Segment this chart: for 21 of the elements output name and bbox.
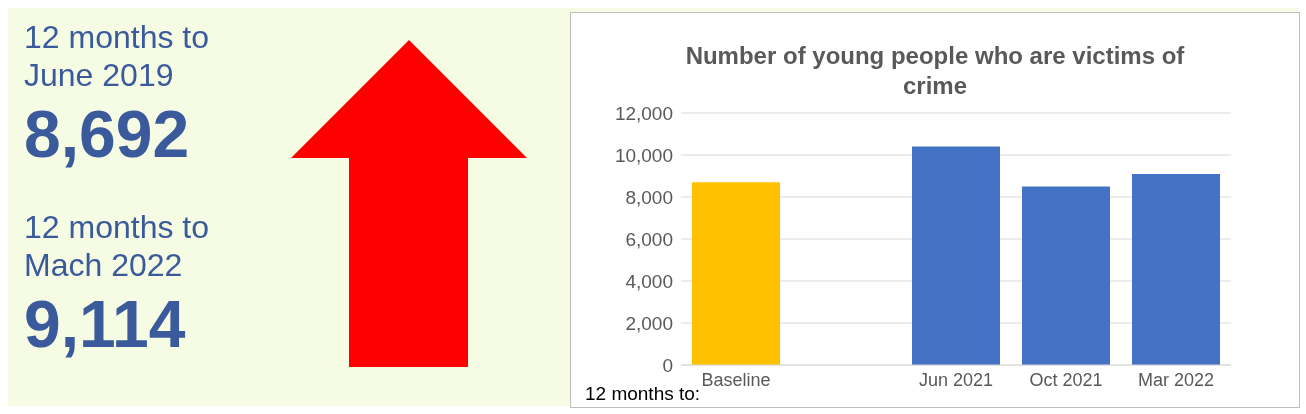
x-tick-label: Baseline (701, 369, 771, 390)
bar (692, 182, 780, 365)
text: 9,114 (24, 286, 187, 363)
text: 8,692 (24, 96, 191, 173)
y-tick-label: 10,000 (614, 144, 673, 166)
y-tick-label: 4,000 (625, 270, 673, 292)
y-tick-label: 12,000 (614, 102, 673, 124)
chart-title: Number of young people who are victims of crime (684, 41, 1186, 101)
bar (1132, 173, 1220, 365)
x-tick-label: Jun 2021 (918, 369, 994, 390)
y-tick-label: 6,000 (625, 228, 673, 250)
text: 12 months to: (585, 383, 701, 405)
x-tick-label: Mar 2022 (1137, 369, 1215, 390)
y-tick-label: 8,000 (625, 186, 673, 208)
y-tick-label: 0 (662, 354, 673, 376)
text: 12 months to June 2019 (24, 18, 210, 94)
bar (1022, 186, 1110, 365)
x-tick-label: Oct 2021 (1029, 369, 1103, 390)
bar (912, 146, 1000, 365)
text: 12 months to Mach 2022 (24, 208, 210, 284)
y-tick-label: 2,000 (625, 312, 673, 334)
